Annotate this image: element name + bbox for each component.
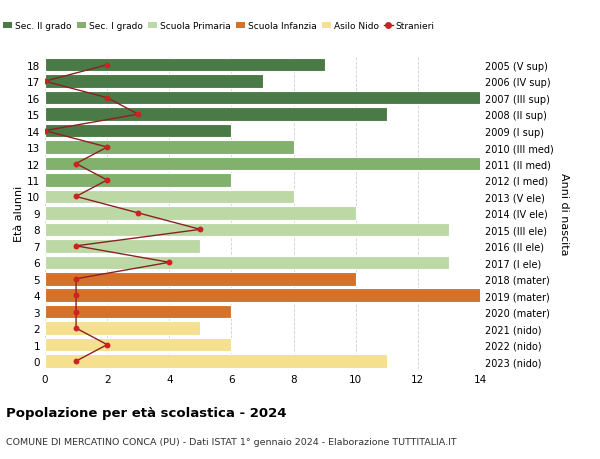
Point (103, 62, 112, 69)
Bar (45, 124, 232, 138)
Point (133, 210, 143, 217)
Bar (45, 322, 200, 335)
Legend: Sec. II grado, Sec. I grado, Scuola Primaria, Scuola Infanzia, Asilo Nido, Stran: Sec. II grado, Sec. I grado, Scuola Prim… (0, 18, 438, 34)
Point (103, 95, 112, 102)
Bar (45, 59, 325, 73)
Point (71, 308, 81, 316)
Bar (45, 256, 449, 269)
Point (196, 226, 205, 234)
Bar (45, 272, 356, 286)
Point (40, 128, 50, 135)
Point (71, 358, 81, 365)
Point (133, 111, 143, 118)
Bar (45, 141, 293, 155)
Point (71, 161, 81, 168)
Point (103, 341, 112, 348)
Point (40, 78, 50, 86)
Y-axis label: Anni di nascita: Anni di nascita (559, 172, 569, 255)
Bar (45, 92, 511, 105)
Text: Popolazione per età scolastica - 2024: Popolazione per età scolastica - 2024 (6, 406, 287, 419)
Point (164, 259, 174, 266)
Point (103, 177, 112, 184)
Bar (45, 174, 232, 187)
Y-axis label: Età alunni: Età alunni (14, 185, 24, 241)
Bar (45, 190, 293, 204)
Text: COMUNE DI MERCATINO CONCA (PU) - Dati ISTAT 1° gennaio 2024 - Elaborazione TUTTI: COMUNE DI MERCATINO CONCA (PU) - Dati IS… (6, 437, 457, 446)
Bar (45, 354, 387, 368)
Bar (45, 75, 263, 89)
Bar (45, 207, 356, 220)
Point (71, 325, 81, 332)
Bar (45, 157, 511, 171)
Bar (45, 108, 387, 122)
Point (71, 243, 81, 250)
Bar (45, 289, 542, 302)
Bar (45, 305, 232, 319)
Bar (45, 223, 449, 236)
Point (71, 275, 81, 283)
Point (71, 193, 81, 201)
Point (103, 144, 112, 151)
Bar (45, 240, 200, 253)
Bar (45, 338, 232, 352)
Point (71, 292, 81, 299)
